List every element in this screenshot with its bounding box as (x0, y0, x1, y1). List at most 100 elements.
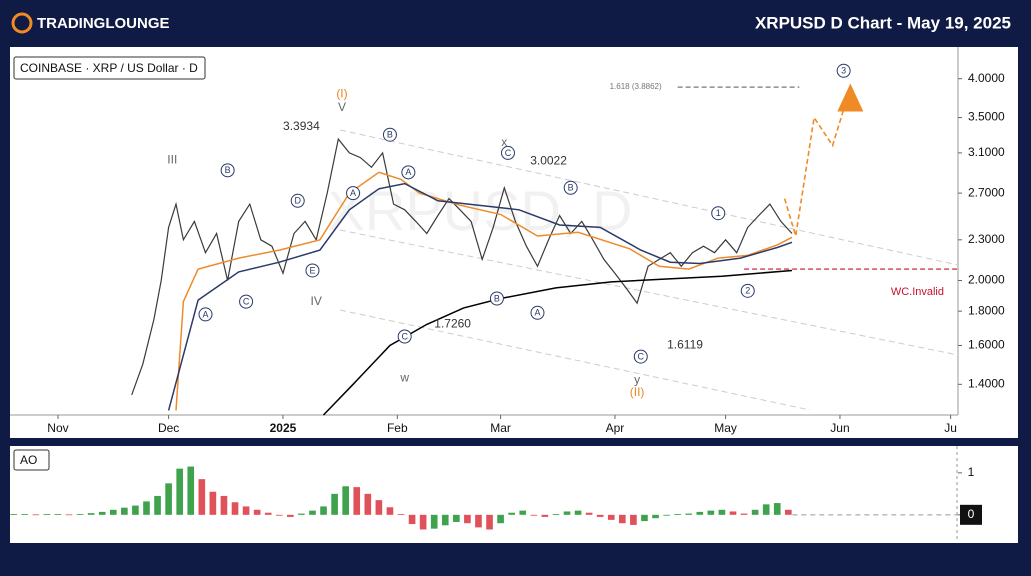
level-label: 1.618 (3.8862) (610, 82, 662, 91)
y-tick-label: 2.3000 (968, 232, 1005, 246)
ao-bar (641, 514, 648, 522)
ao-bar (275, 514, 283, 516)
ao-bar (121, 507, 128, 515)
ao-bar (320, 506, 327, 515)
ao-label: AO (20, 453, 37, 467)
ao-bar (87, 513, 95, 515)
y-tick-label: 1.8000 (968, 303, 1005, 317)
ao-bar (176, 468, 184, 515)
y-tick-label: 4.0000 (968, 71, 1005, 85)
ao-bar (497, 514, 504, 524)
ao-bar (674, 513, 681, 515)
y-tick-label: 1.4000 (968, 376, 1005, 390)
ao-bar (585, 512, 593, 515)
wave-circle (711, 206, 726, 221)
ao-bar (65, 514, 73, 516)
ao-bar (386, 507, 394, 515)
wave-label: III (167, 153, 177, 167)
ao-bar (475, 514, 482, 528)
x-tick-label: Dec (158, 421, 179, 435)
ao-bar (541, 514, 549, 517)
wave-label: w (399, 370, 409, 384)
logo-text: TRADINGLOUNGE (37, 15, 170, 32)
wave-circle (198, 307, 213, 322)
zero-box (960, 504, 982, 525)
wave-circle (305, 263, 320, 278)
symbol-label: COINBASE · XRP / US Dollar · D (20, 61, 198, 75)
wave-circle (401, 165, 416, 180)
ao-bar (596, 514, 604, 517)
wave-circle (500, 145, 515, 160)
ao-bar (652, 514, 659, 519)
y-tick-label: 2.0000 (968, 273, 1005, 287)
wave-circle-label: D (294, 196, 301, 206)
wave-circle-label: B (225, 165, 231, 175)
wave-circle (563, 180, 578, 195)
ao-bar (397, 513, 405, 515)
wave-circle (530, 305, 545, 320)
x-tick-label: Mar (490, 421, 511, 435)
channel-lines (339, 129, 959, 411)
ao-bar (220, 495, 228, 515)
x-tick-label: Feb (387, 421, 408, 435)
ao-bar (453, 514, 460, 522)
x-tick-label: Ju (944, 421, 957, 435)
wave-circle (633, 349, 648, 364)
ao-bar (231, 502, 239, 515)
wave-label: 3.0022 (530, 154, 567, 168)
wave-circle (290, 193, 305, 208)
x-tick-label: May (714, 421, 737, 435)
y-tick-label: 3.5000 (968, 110, 1005, 124)
logo-icon (11, 12, 33, 34)
x-tick-label: Nov (47, 421, 68, 435)
ao-bar (209, 491, 217, 515)
ao-bar (762, 504, 770, 515)
ao-bar (198, 479, 206, 515)
ao-box (13, 449, 50, 471)
projection-path (783, 97, 849, 237)
ao-bar (165, 483, 172, 515)
ao-bar (132, 505, 139, 515)
projection-arrow (837, 83, 864, 112)
wave-circle (239, 294, 254, 309)
ao-bar (298, 513, 305, 515)
wave-circle-label: A (202, 309, 208, 319)
ao-bar (143, 501, 150, 515)
wave-label: 3.3934 (283, 119, 320, 133)
ao-bar (619, 514, 626, 524)
ao-bar (784, 509, 792, 515)
wave-label: IV (310, 294, 321, 308)
y-tick-label: 3.1000 (968, 145, 1005, 159)
wave-circle (220, 163, 235, 178)
ao-bar (98, 511, 106, 515)
ao-bar (253, 509, 261, 515)
wave-circle-label: 1 (716, 208, 721, 218)
ao-bar (54, 513, 62, 515)
ao-bar (187, 466, 195, 515)
level-label: WC.Invalid (891, 286, 944, 298)
wave-circle-label: B (568, 183, 574, 193)
ao-bar (574, 510, 582, 515)
channel-line (339, 129, 959, 266)
ao-bar (342, 486, 349, 515)
wave-circle (740, 283, 755, 298)
ao-bar (707, 510, 715, 515)
ao-bar (552, 513, 560, 515)
ao-bar (530, 514, 538, 516)
wave-label: (II) (630, 385, 645, 399)
x-tick-label: Jun (830, 421, 849, 435)
ao-bar (264, 512, 272, 515)
ao-bar (563, 511, 571, 515)
ao-bar (464, 514, 471, 524)
ao-bar (309, 510, 316, 515)
ao-bar (32, 514, 40, 516)
wave-circle (346, 186, 361, 201)
wave-circle-label: C (505, 148, 512, 158)
channel-line (339, 229, 959, 356)
ao-bar (718, 509, 726, 515)
wave-circle-label: B (387, 130, 393, 140)
y-tick-label: 1.6000 (968, 338, 1005, 352)
ao-bar (696, 511, 704, 515)
ao-bar (607, 514, 615, 520)
